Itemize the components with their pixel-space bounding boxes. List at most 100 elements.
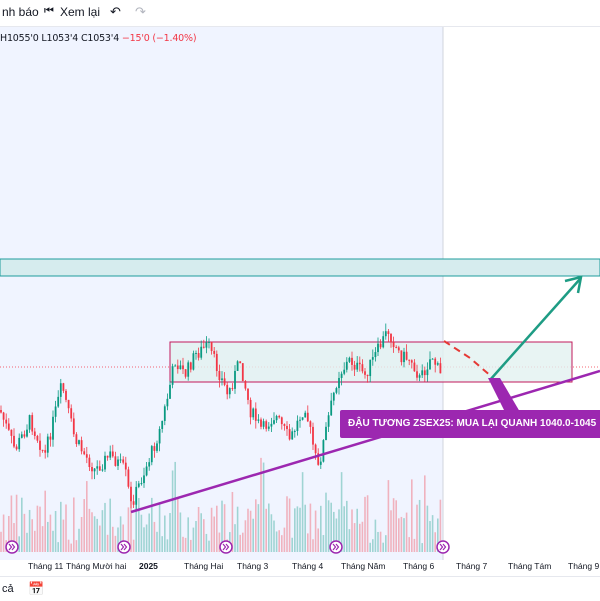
candle-body xyxy=(13,435,15,447)
volume-bar xyxy=(119,516,122,552)
volume-bar xyxy=(41,526,44,552)
volume-bar xyxy=(62,519,65,552)
candle-body xyxy=(379,343,382,348)
candle-body xyxy=(319,461,322,465)
volume-bar xyxy=(262,462,265,552)
candle-body xyxy=(257,419,260,421)
volume-bar xyxy=(273,520,275,552)
candle-body xyxy=(356,362,359,370)
time-axis-label: Tháng Tám xyxy=(508,561,552,571)
volume-bar xyxy=(140,514,143,552)
volume-bar xyxy=(301,472,304,552)
candle-body xyxy=(423,370,426,376)
volume-bar xyxy=(15,494,18,552)
volume-bar xyxy=(312,539,314,552)
volume-bar xyxy=(296,506,299,552)
candle-body xyxy=(241,363,244,381)
candle-body xyxy=(52,416,54,440)
chevron-icon xyxy=(120,543,128,551)
volume-bar xyxy=(377,531,379,552)
volume-bar xyxy=(143,527,145,552)
candle-body xyxy=(127,469,130,487)
range-all-button[interactable]: cả xyxy=(2,583,14,595)
volume-bar xyxy=(26,532,28,552)
volume-bar xyxy=(288,498,291,552)
candle-body xyxy=(299,419,301,421)
volume-bar xyxy=(49,514,52,552)
volume-bar xyxy=(395,500,397,552)
candle-body xyxy=(353,364,356,370)
candle-body xyxy=(343,369,346,374)
time-axis[interactable]: Tháng 11 Tháng Mười hai 2025 Tháng Hai T… xyxy=(0,560,600,576)
candle-body xyxy=(70,408,73,419)
candle-body xyxy=(265,421,268,429)
volume-bar xyxy=(195,520,197,552)
volume-bar xyxy=(330,502,332,552)
volume-bar xyxy=(392,498,395,552)
candle-body xyxy=(364,371,366,375)
candle-body xyxy=(369,359,372,377)
time-axis-label: Tháng 4 xyxy=(292,561,324,571)
candle-body xyxy=(39,440,41,450)
candle-body xyxy=(161,420,164,429)
time-axis-label: 2025 xyxy=(139,561,158,571)
volume-bar xyxy=(88,508,91,552)
volume-bar xyxy=(169,513,171,552)
candle-body xyxy=(5,419,8,424)
undo-icon[interactable]: ↶ xyxy=(110,4,121,19)
candle-body xyxy=(374,352,377,358)
candle-body xyxy=(244,380,247,389)
volume-bar xyxy=(158,503,161,552)
alert-button[interactable]: nh báo xyxy=(2,5,39,19)
arrow-head-icon xyxy=(564,275,583,294)
candle-body xyxy=(322,440,325,462)
candle-body xyxy=(392,342,395,348)
volume-bar xyxy=(67,539,70,552)
candle-body xyxy=(286,425,288,430)
calendar-icon[interactable]: 📅 xyxy=(28,581,45,596)
candle-body xyxy=(377,343,379,353)
volume-bar xyxy=(221,500,223,552)
volume-bar xyxy=(348,529,351,552)
redo-icon[interactable]: ↷ xyxy=(135,4,146,19)
candle-body xyxy=(26,429,28,437)
candle-body xyxy=(67,399,70,409)
candle-body xyxy=(197,353,200,358)
candle-body xyxy=(280,417,283,425)
candle-body xyxy=(36,435,39,441)
candle-body xyxy=(254,408,257,421)
candle-body xyxy=(252,408,255,418)
volume-bar xyxy=(333,511,335,552)
volume-bar xyxy=(424,475,426,552)
volume-bar xyxy=(96,518,98,552)
volume-bar xyxy=(151,497,153,552)
candle-body xyxy=(148,462,151,467)
candle-body xyxy=(104,455,106,470)
candle-body xyxy=(366,374,369,377)
volume-bar xyxy=(369,542,371,552)
candle-body xyxy=(101,469,104,471)
volume-bar xyxy=(252,518,254,552)
volume-bar xyxy=(65,504,67,552)
candle-body xyxy=(78,440,80,445)
candles xyxy=(0,323,442,510)
candle-body xyxy=(31,415,34,432)
candle-body xyxy=(145,466,148,476)
trend-line xyxy=(130,369,600,514)
candle-body xyxy=(158,428,161,444)
candle-body xyxy=(59,383,62,397)
candle-body xyxy=(228,388,231,395)
replay-selection-area xyxy=(0,27,443,560)
ohlc-low: L1053'4 xyxy=(41,33,79,44)
volume-bar xyxy=(34,530,36,552)
replay-button[interactable]: Xem lại xyxy=(60,5,101,19)
time-axis-label: Tháng 3 xyxy=(237,561,269,571)
chevron-icon xyxy=(222,543,230,551)
volume-bars xyxy=(0,457,442,552)
candle-body xyxy=(288,429,291,440)
rewind-icon: ⏮ xyxy=(44,5,54,17)
volume-bar xyxy=(138,497,140,552)
price-chart[interactable] xyxy=(0,27,600,560)
candle-body xyxy=(405,351,408,360)
volume-bar xyxy=(366,495,369,552)
